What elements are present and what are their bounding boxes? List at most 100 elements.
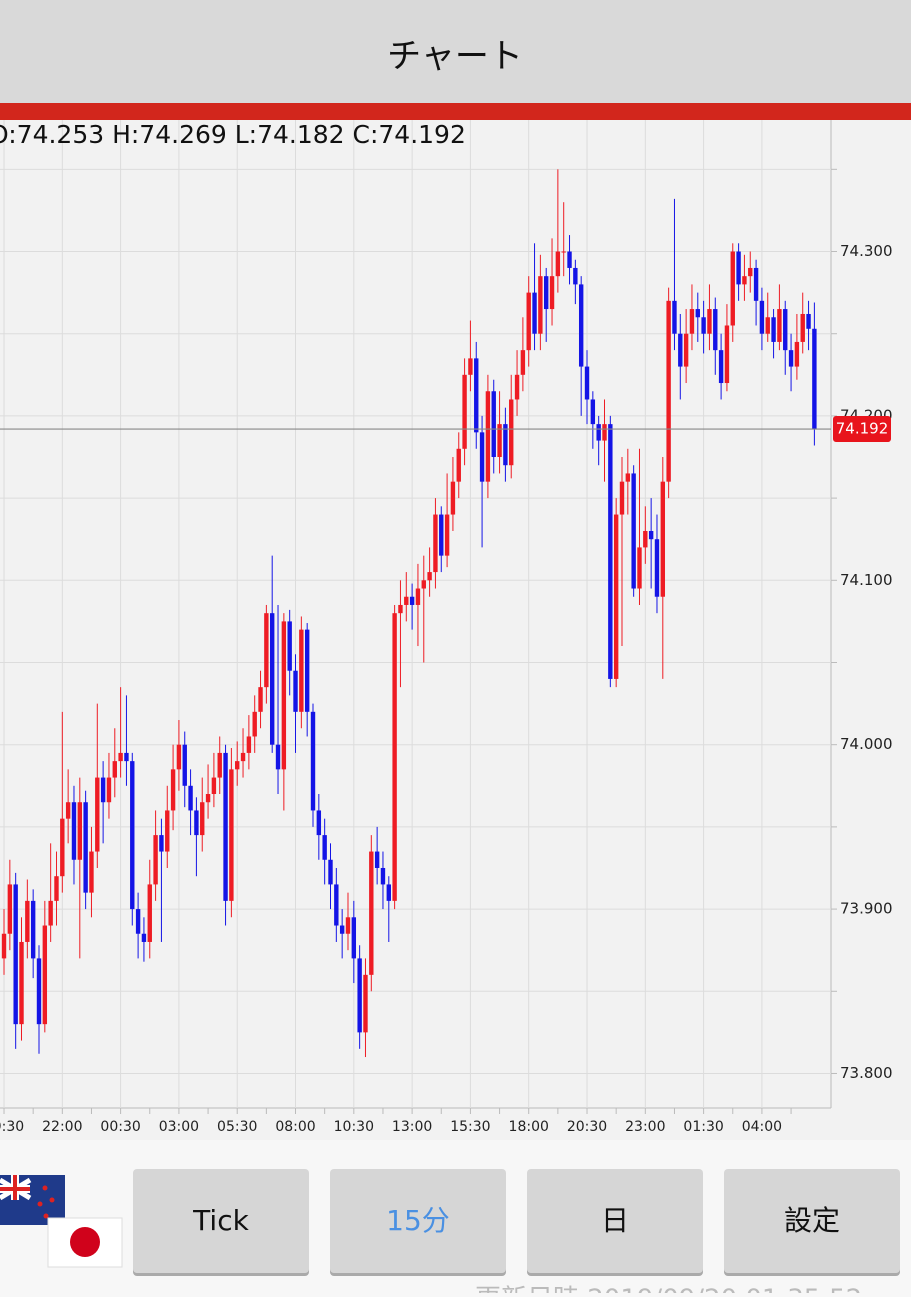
candle-body xyxy=(666,300,671,482)
button-label[interactable]: 15分 xyxy=(386,1204,450,1237)
x-tick-label: 20:30 xyxy=(567,1119,607,1135)
candle-body xyxy=(217,752,222,778)
candle-body xyxy=(701,317,706,334)
candle-body xyxy=(479,432,485,482)
last-price-box xyxy=(833,416,891,443)
candle-body xyxy=(520,350,526,375)
x-tick-label: 23:00 xyxy=(625,1119,665,1135)
candle-body xyxy=(89,851,94,893)
candle-body xyxy=(95,777,100,852)
candle-body xyxy=(584,366,590,400)
candle-body xyxy=(30,900,36,959)
candle-body xyxy=(742,276,747,285)
candle-body xyxy=(200,802,205,836)
candle-body xyxy=(736,251,741,285)
candle-body xyxy=(794,341,800,367)
candle-body xyxy=(188,785,193,811)
candle-body xyxy=(509,399,514,466)
candle-body xyxy=(374,851,380,868)
candle-body xyxy=(369,851,374,975)
candle-body xyxy=(176,744,182,770)
candle-body xyxy=(771,317,776,342)
candle-body xyxy=(602,424,607,441)
candle-body xyxy=(567,251,572,268)
x-tick-label: 05:30 xyxy=(217,1119,257,1135)
candle-body xyxy=(462,374,467,449)
candle-body xyxy=(25,900,30,942)
x-tick-label: 00:30 xyxy=(100,1119,140,1135)
candle-body xyxy=(299,629,304,712)
candle-body xyxy=(689,309,695,334)
candle-body xyxy=(322,835,327,860)
candle-body xyxy=(42,925,48,1025)
candle-body xyxy=(351,917,357,959)
x-tick-label: 10:30 xyxy=(334,1119,374,1135)
candle-body xyxy=(205,794,211,803)
candle-body xyxy=(328,859,333,885)
candle-body xyxy=(60,818,65,877)
candle-body xyxy=(83,802,88,893)
jp-flag xyxy=(47,1217,123,1268)
button[interactable] xyxy=(527,1169,703,1273)
candle-body xyxy=(718,350,724,384)
button[interactable] xyxy=(724,1169,900,1273)
candle-body xyxy=(800,313,805,342)
candle-body xyxy=(392,613,397,901)
candle-body xyxy=(678,333,683,367)
x-tick-label: 18:00 xyxy=(509,1119,549,1135)
candle-body xyxy=(625,473,631,482)
candle-body xyxy=(526,292,531,351)
updated-time: 更新日時 2019/09/20 01:35:52 xyxy=(475,1285,862,1294)
button-label[interactable]: 日 xyxy=(601,1204,629,1237)
button[interactable] xyxy=(330,1169,506,1273)
candle-body xyxy=(713,309,718,351)
candle-body xyxy=(240,752,246,762)
candle-body xyxy=(812,328,817,430)
candle-body xyxy=(194,810,199,836)
last-price-label: 74.192 xyxy=(836,420,889,438)
candle-body xyxy=(398,604,403,614)
candle-body xyxy=(1,933,7,959)
candle-body xyxy=(748,267,753,277)
candle-body xyxy=(404,596,409,605)
candle-body xyxy=(474,358,479,433)
candle-body xyxy=(503,424,508,466)
candle-body xyxy=(339,925,345,934)
candle-body xyxy=(759,300,765,334)
candle-body xyxy=(165,810,170,852)
candle-body xyxy=(269,613,275,745)
candle-body xyxy=(707,309,712,334)
candle-body xyxy=(281,621,287,770)
candle-body xyxy=(806,313,811,329)
candle-body xyxy=(170,769,176,811)
candle-body xyxy=(65,802,71,819)
candle-body xyxy=(538,276,543,334)
candle-body xyxy=(491,391,496,458)
button-label[interactable]: 設定 xyxy=(784,1204,840,1237)
candle-body xyxy=(415,588,421,605)
candle-body xyxy=(637,547,642,589)
candle-body xyxy=(124,752,129,762)
y-tick-label: 73.900 xyxy=(840,900,893,918)
candle-body xyxy=(654,539,660,597)
candle-body xyxy=(106,777,112,803)
candle-body xyxy=(643,530,648,548)
candle-body xyxy=(544,276,549,310)
candle-body xyxy=(264,613,269,688)
candle-body xyxy=(631,473,636,589)
candle-body xyxy=(363,974,368,1033)
x-tick-label: 13:00 xyxy=(392,1119,432,1135)
candle-body xyxy=(304,629,310,712)
candle-body xyxy=(672,300,677,334)
candle-body xyxy=(223,752,228,901)
candle-body xyxy=(724,325,730,384)
button-label[interactable]: Tick xyxy=(192,1204,249,1237)
candle-body xyxy=(753,267,759,301)
candle-body xyxy=(695,309,700,318)
candle-body xyxy=(433,514,438,573)
candle-body xyxy=(246,736,252,753)
nz-flag xyxy=(0,1175,65,1225)
candle-body xyxy=(153,835,158,885)
button[interactable] xyxy=(133,1169,309,1273)
